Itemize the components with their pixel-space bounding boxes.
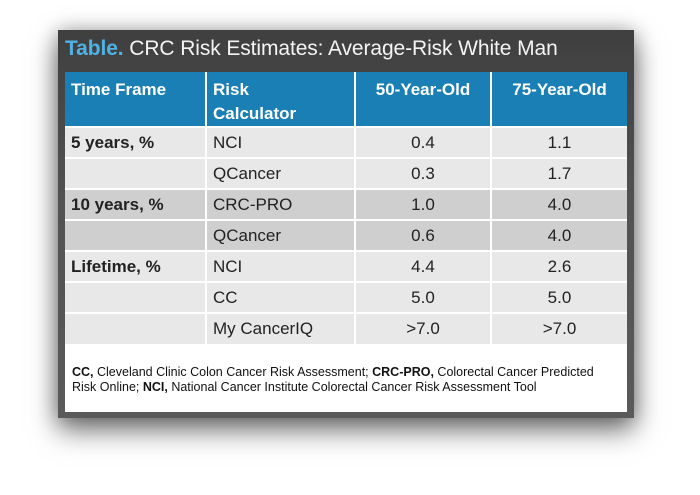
cell-risk-calculator: QCancer xyxy=(206,219,356,251)
table-row: QCancer 0.3 1.7 xyxy=(65,157,627,189)
table-card: Table. CRC Risk Estimates: Average-Risk … xyxy=(58,30,634,418)
table-title-text: CRC Risk Estimates: Average-Risk White M… xyxy=(129,37,558,60)
cell-75-year-old: 1.1 xyxy=(491,126,627,158)
table-row: QCancer 0.6 4.0 xyxy=(65,219,627,251)
cell-75-year-old: >7.0 xyxy=(491,312,627,344)
risk-table: Time Frame Risk Calculator 50-Year-Old 7… xyxy=(65,72,627,344)
table-row: My CancerIQ >7.0 >7.0 xyxy=(65,312,627,344)
table-row: 5 years, % NCI 0.4 1.1 xyxy=(65,126,627,158)
footnote-def-crc-pro: Colorectal Cancer Predicted Risk Online; xyxy=(72,365,594,394)
cell-risk-calculator: CRC-PRO xyxy=(206,188,356,220)
cell-50-year-old: 0.3 xyxy=(355,157,492,189)
cell-75-year-old: 2.6 xyxy=(491,250,627,282)
cell-time-frame: 10 years, % xyxy=(65,188,207,220)
table-title: Table. CRC Risk Estimates: Average-Risk … xyxy=(65,37,558,61)
header-time-frame: Time Frame xyxy=(65,72,207,127)
footnote-def-nci: National Cancer Institute Colorectal Can… xyxy=(167,380,537,394)
cell-75-year-old: 5.0 xyxy=(491,281,627,313)
cell-risk-calculator: NCI xyxy=(206,250,356,282)
cell-75-year-old: 4.0 xyxy=(491,219,627,251)
table-header-row: Time Frame Risk Calculator 50-Year-Old 7… xyxy=(65,72,627,127)
footnote-abbr-crc-pro: CRC-PRO, xyxy=(372,365,434,379)
footnote-def-cc: Cleveland Clinic Colon Cancer Risk Asses… xyxy=(93,365,373,379)
cell-75-year-old: 1.7 xyxy=(491,157,627,189)
table-body-panel: Time Frame Risk Calculator 50-Year-Old 7… xyxy=(65,72,627,412)
header-50-year-old: 50-Year-Old xyxy=(355,72,492,127)
cell-risk-calculator: NCI xyxy=(206,126,356,158)
header-75-year-old: 75-Year-Old xyxy=(491,72,627,127)
cell-risk-calculator: CC xyxy=(206,281,356,313)
cell-time-frame xyxy=(65,219,207,251)
cell-risk-calculator: QCancer xyxy=(206,157,356,189)
header-risk-calculator-line1: Risk xyxy=(213,80,249,99)
cell-50-year-old: 0.6 xyxy=(355,219,492,251)
table-row: CC 5.0 5.0 xyxy=(65,281,627,313)
cell-50-year-old: 4.4 xyxy=(355,250,492,282)
cell-time-frame xyxy=(65,157,207,189)
table-footnote: CC, Cleveland Clinic Colon Cancer Risk A… xyxy=(72,365,620,395)
table-row: Lifetime, % NCI 4.4 2.6 xyxy=(65,250,627,282)
header-risk-calculator-line2: Calculator xyxy=(213,104,297,123)
cell-time-frame: 5 years, % xyxy=(65,126,207,158)
cell-risk-calculator: My CancerIQ xyxy=(206,312,356,344)
cell-75-year-old: 4.0 xyxy=(491,188,627,220)
header-risk-calculator: Risk Calculator xyxy=(206,72,356,127)
footnote-abbr-nci: NCI, xyxy=(142,380,168,394)
footnote-abbr-cc: CC, xyxy=(72,365,94,379)
cell-time-frame xyxy=(65,281,207,313)
table-title-tag: Table. xyxy=(65,37,124,60)
cell-time-frame: Lifetime, % xyxy=(65,250,207,282)
cell-50-year-old: 5.0 xyxy=(355,281,492,313)
cell-50-year-old: 1.0 xyxy=(355,188,492,220)
cell-50-year-old: 0.4 xyxy=(355,126,492,158)
cell-50-year-old: >7.0 xyxy=(355,312,492,344)
table-row: 10 years, % CRC-PRO 1.0 4.0 xyxy=(65,188,627,220)
cell-time-frame xyxy=(65,312,207,344)
